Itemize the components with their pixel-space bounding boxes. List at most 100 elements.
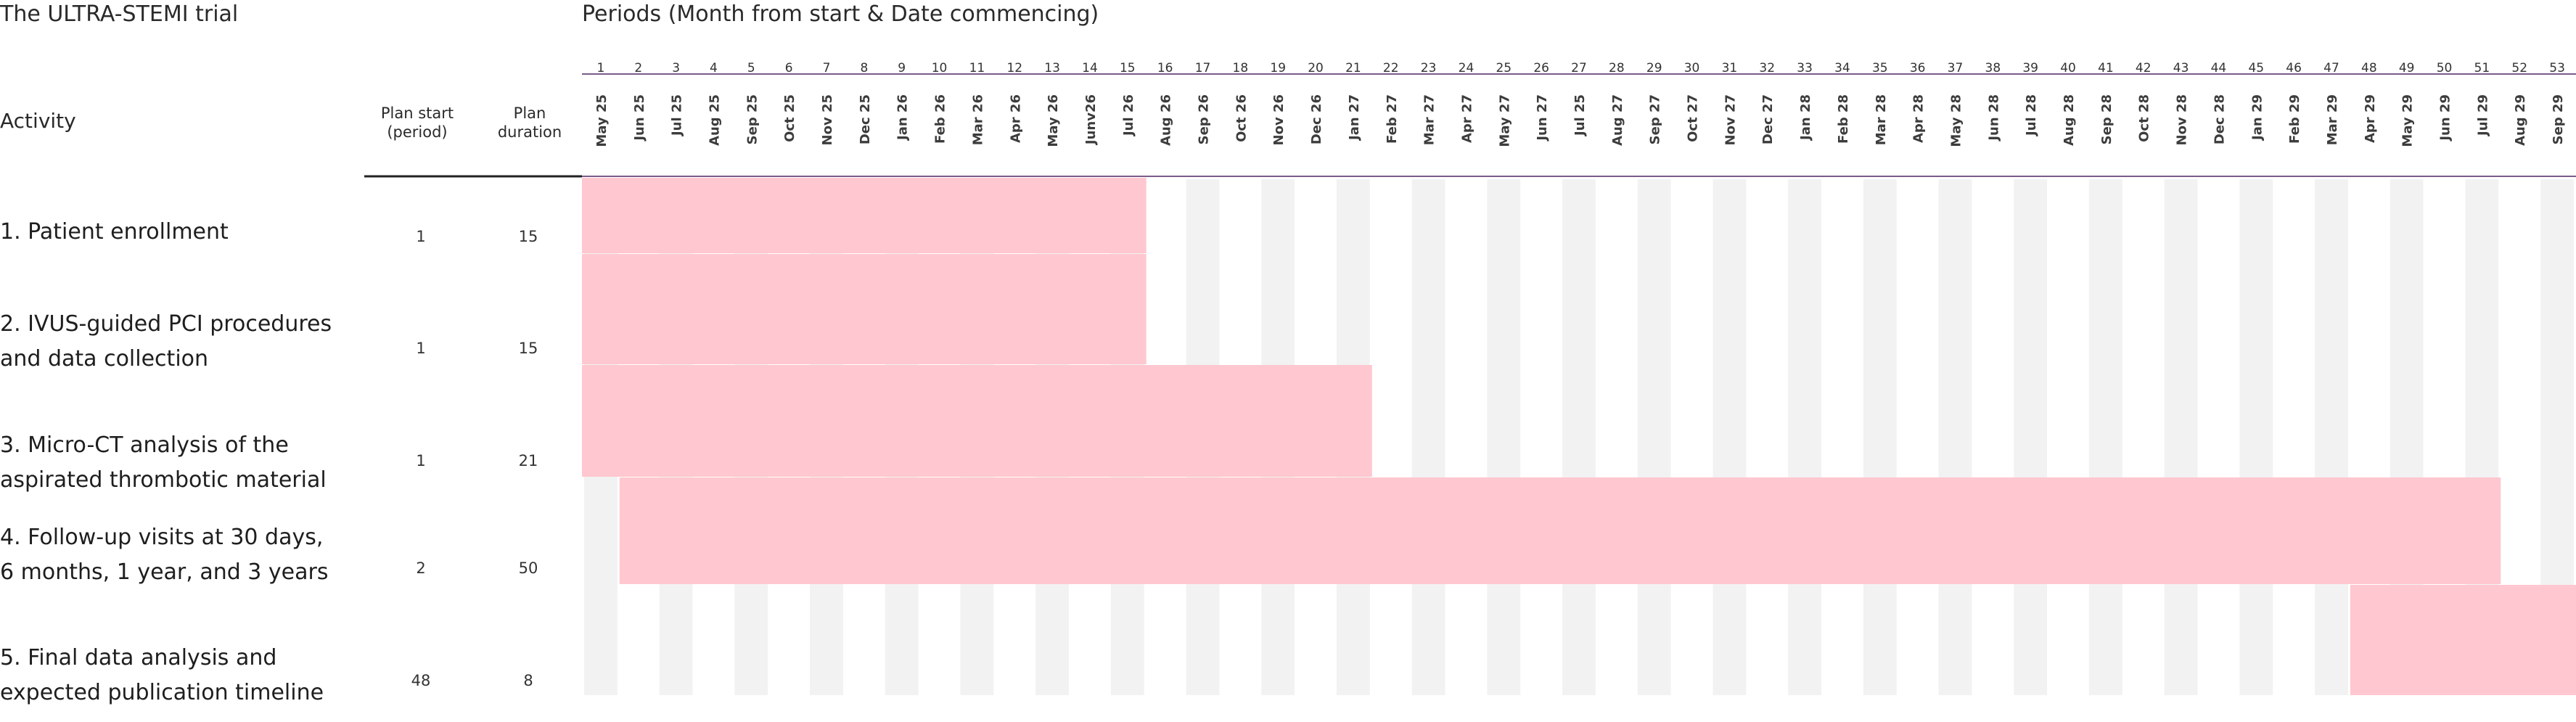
plan-duration-value: 15 xyxy=(519,340,538,357)
date-tick-label: Dec 28 xyxy=(2212,94,2227,144)
period-number: 48 xyxy=(2361,61,2377,75)
period-number: 2 xyxy=(634,61,642,75)
period-number: 42 xyxy=(2136,61,2152,75)
date-tick-label: Aug 25 xyxy=(707,94,722,146)
period-number: 7 xyxy=(823,61,831,75)
period-number: 53 xyxy=(2549,61,2565,75)
date-tick-label: Aug 26 xyxy=(1159,94,1174,146)
column-stripe xyxy=(1712,179,1747,695)
activity-row: 4. Follow-up visits at 30 days, 6 months,… xyxy=(0,477,2501,585)
date-tick-label: Dec 26 xyxy=(1309,94,1324,144)
date-tick-label: May 27 xyxy=(1497,94,1512,147)
plan-duration-value: 21 xyxy=(519,452,538,469)
activity-label: and data collection xyxy=(0,346,208,372)
date-tick-label: Apr 29 xyxy=(2363,94,2378,143)
column-stripe xyxy=(2164,179,2198,695)
activity-row: 2. IVUS-guided PCI procedures and data co… xyxy=(0,254,1147,372)
date-tick-label: Apr 26 xyxy=(1008,94,1023,143)
plan-start-value: 48 xyxy=(411,672,431,689)
period-number: 34 xyxy=(1834,61,1850,75)
activity-label: 4. Follow-up visits at 30 days, xyxy=(0,525,323,550)
period-number: 6 xyxy=(785,61,793,75)
date-tick-label: Feb 29 xyxy=(2287,94,2302,144)
column-stripe xyxy=(1637,179,1671,695)
date-tick-label: Sep 26 xyxy=(1197,94,1212,144)
date-tick-label: Mar 29 xyxy=(2325,94,2340,145)
activity-label: 1. Patient enrollment xyxy=(0,219,229,245)
date-tick-label: Sep 28 xyxy=(2099,94,2114,144)
plan-start-value: 1 xyxy=(416,228,425,245)
date-tick-label: Nov 25 xyxy=(820,94,835,145)
activity-header: Activity xyxy=(0,109,76,133)
activity-label: 6 months, 1 year, and 3 years xyxy=(0,559,328,585)
activity-row: 1. Patient enrollment 1 15 xyxy=(0,178,1147,253)
period-number: 39 xyxy=(2022,61,2038,75)
date-tick-label: Dec 25 xyxy=(858,94,873,144)
period-number: 16 xyxy=(1157,61,1173,75)
period-number: 32 xyxy=(1759,61,1775,75)
period-number: 29 xyxy=(1646,61,1662,75)
date-tick-label: Jun 29 xyxy=(2438,94,2453,142)
date-tick-label: Apr 28 xyxy=(1911,94,1927,143)
date-tick-label: Nov 28 xyxy=(2175,94,2190,145)
activity-label: 2. IVUS-guided PCI procedures xyxy=(0,311,332,337)
date-tick-label: Oct 27 xyxy=(1686,94,1701,142)
date-tick-label: Oct 25 xyxy=(782,94,797,142)
date-tick-label: Dec 27 xyxy=(1760,94,1776,144)
date-tick-label: Feb 26 xyxy=(933,94,948,144)
date-tick-label: Junv26 xyxy=(1083,94,1099,146)
date-tick-label: Feb 27 xyxy=(1385,94,1400,144)
column-stripe xyxy=(1562,179,1596,695)
period-number: 24 xyxy=(1459,61,1474,75)
activity-row: 3. Micro-CT analysis of the aspirated thr… xyxy=(0,365,1372,493)
plan-duration-value: 8 xyxy=(523,672,533,689)
period-number: 20 xyxy=(1308,61,1324,75)
column-stripe xyxy=(2014,179,2048,695)
period-number: 14 xyxy=(1082,61,1098,75)
period-number: 37 xyxy=(1948,61,1964,75)
date-tick-label: Jan 28 xyxy=(1798,94,1813,141)
date-tick-label: Aug 27 xyxy=(1610,94,1625,146)
period-number: 25 xyxy=(1496,61,1511,75)
period-number: 12 xyxy=(1006,61,1022,75)
activity-label: 5. Final data analysis and xyxy=(0,645,276,670)
date-tick-label: Jul 28 xyxy=(2024,94,2039,137)
activity-bar xyxy=(582,254,1147,364)
plan-start-value: 1 xyxy=(416,452,425,469)
plan-start-value: 2 xyxy=(416,559,425,577)
period-number: 27 xyxy=(1571,61,1587,75)
date-tick-label: Nov 26 xyxy=(1271,94,1287,145)
date-tick-label: Sep 27 xyxy=(1648,94,1663,144)
period-number: 1 xyxy=(597,61,605,75)
activity-bar xyxy=(582,178,1147,253)
period-number: 52 xyxy=(2511,61,2527,75)
period-number: 4 xyxy=(710,61,718,75)
date-tick-label: Jul 25 xyxy=(670,94,685,137)
date-tick-label: Aug 29 xyxy=(2513,94,2528,146)
date-tick-label: Sep 25 xyxy=(745,94,760,144)
date-tick-label: Mar 27 xyxy=(1422,94,1437,145)
periods-title: Periods (Month from start & Date commenc… xyxy=(582,1,1099,27)
period-number: 15 xyxy=(1120,61,1136,75)
period-number: 13 xyxy=(1044,61,1060,75)
column-stripe xyxy=(1487,179,1521,695)
date-tick-label: Jun 25 xyxy=(632,94,647,142)
period-number: 31 xyxy=(1722,61,1738,75)
period-number: 8 xyxy=(860,61,868,75)
chart-title: The ULTRA-STEMI trial xyxy=(0,1,239,27)
period-number: 36 xyxy=(1910,61,1926,75)
date-tick-label: Jan 27 xyxy=(1347,94,1362,141)
date-tick-label: May 29 xyxy=(2400,94,2416,147)
date-tick-label: May 26 xyxy=(1046,94,1061,147)
activity-label: 3. Micro-CT analysis of the xyxy=(0,432,289,458)
activity-bar xyxy=(2350,585,2576,695)
period-number: 46 xyxy=(2286,61,2302,75)
period-number: 30 xyxy=(1684,61,1700,75)
period-number: 44 xyxy=(2211,61,2227,75)
period-number: 28 xyxy=(1609,61,1625,75)
period-number: 50 xyxy=(2437,61,2453,75)
period-number: 22 xyxy=(1383,61,1399,75)
activity-label: aspirated thrombotic material xyxy=(0,467,327,493)
period-number: 19 xyxy=(1270,61,1286,75)
